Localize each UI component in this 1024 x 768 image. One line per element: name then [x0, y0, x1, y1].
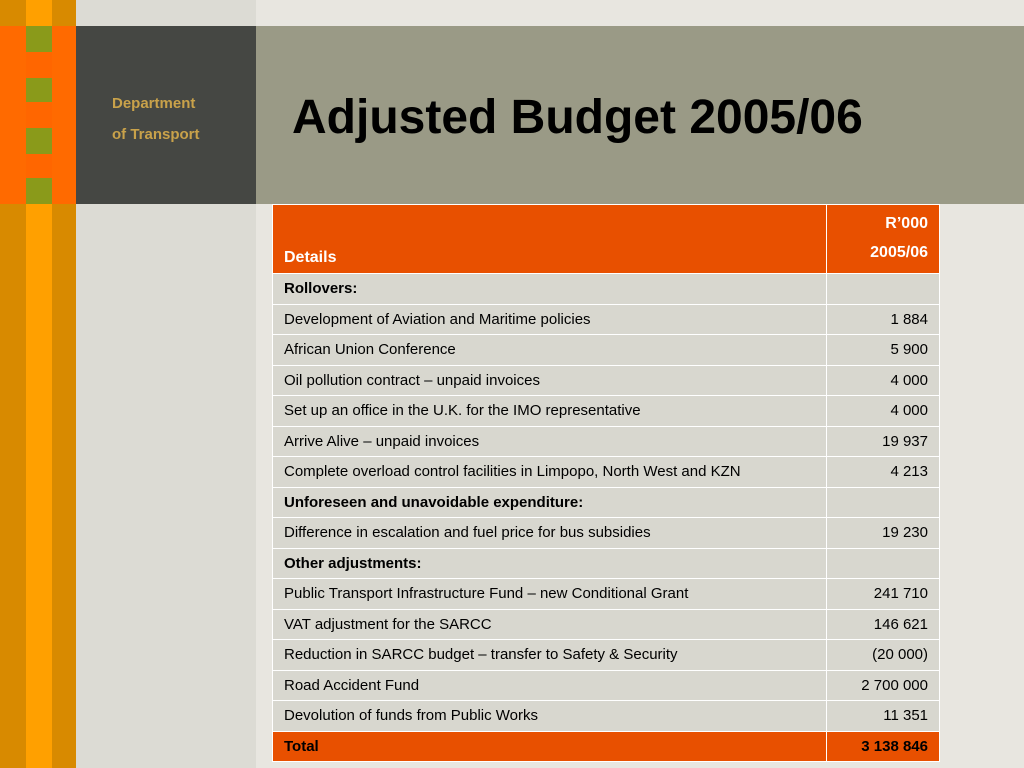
- page-title: Adjusted Budget 2005/06: [292, 91, 863, 144]
- row-label: Difference in escalation and fuel price …: [272, 517, 827, 549]
- row-value: 146 621: [826, 608, 940, 640]
- table-row: Development of Aviation and Maritime pol…: [272, 303, 940, 335]
- row-value: 4 000: [826, 395, 940, 427]
- table-row: Difference in escalation and fuel price …: [272, 517, 940, 549]
- row-value: [826, 273, 940, 305]
- table-row: Rollovers:: [272, 273, 940, 305]
- row-value: 241 710: [826, 578, 940, 610]
- table-row: Road Accident Fund 2 700 000: [272, 669, 940, 701]
- row-label: Public Transport Infrastructure Fund – n…: [272, 578, 827, 610]
- decor-square: [26, 178, 52, 204]
- table-row: Set up an office in the U.K. for the IMO…: [272, 395, 940, 427]
- row-label: Reduction in SARCC budget – transfer to …: [272, 639, 827, 671]
- row-value: 4 213: [826, 456, 940, 488]
- decor-square: [26, 128, 52, 154]
- decor-square: [26, 26, 52, 52]
- table-row: VAT adjustment for the SARCC 146 621: [272, 608, 940, 640]
- decor-square: [26, 52, 52, 78]
- decor-square: [26, 154, 52, 180]
- department-name: Department of Transport: [112, 88, 200, 150]
- decor-band-left: [0, 26, 26, 204]
- department-line-2: of Transport: [112, 126, 200, 143]
- row-value: 2 700 000: [826, 669, 940, 701]
- row-label: Other adjustments:: [272, 547, 827, 579]
- table-total-row: Total 3 138 846: [272, 730, 940, 762]
- row-value: 4 000: [826, 364, 940, 396]
- row-label: Rollovers:: [272, 273, 827, 305]
- column-header-amount-unit: R’000: [885, 215, 928, 232]
- decor-square: [26, 102, 52, 128]
- row-value: [826, 547, 940, 579]
- row-label: Devolution of funds from Public Works: [272, 700, 827, 732]
- row-label: Development of Aviation and Maritime pol…: [272, 303, 827, 335]
- table-row: Arrive Alive – unpaid invoices 19 937: [272, 425, 940, 457]
- table-row: Unforeseen and unavoidable expenditure:: [272, 486, 940, 518]
- row-value: 5 900: [826, 334, 940, 366]
- table-row: Oil pollution contract – unpaid invoices…: [272, 364, 940, 396]
- table-row: Public Transport Infrastructure Fund – n…: [272, 578, 940, 610]
- row-label: Set up an office in the U.K. for the IMO…: [272, 395, 827, 427]
- table-row: African Union Conference 5 900: [272, 334, 940, 366]
- decor-square: [26, 78, 52, 104]
- column-header-amount-year: 2005/06: [870, 244, 928, 261]
- row-label: Unforeseen and unavoidable expenditure:: [272, 486, 827, 518]
- budget-table: Details R’000 2005/06 Rollovers: Developm…: [272, 204, 940, 762]
- row-value: (20 000): [826, 639, 940, 671]
- logo-panel: [76, 26, 256, 204]
- column-header-amount: R’000 2005/06: [826, 204, 940, 274]
- row-value: 19 937: [826, 425, 940, 457]
- row-label: VAT adjustment for the SARCC: [272, 608, 827, 640]
- row-value: 11 351: [826, 700, 940, 732]
- header-band: [256, 26, 1024, 204]
- row-label: Arrive Alive – unpaid invoices: [272, 425, 827, 457]
- row-value: 19 230: [826, 517, 940, 549]
- total-value: 3 138 846: [826, 730, 940, 762]
- table-row: Reduction in SARCC budget – transfer to …: [272, 639, 940, 671]
- row-label: African Union Conference: [272, 334, 827, 366]
- department-line-1: Department: [112, 95, 196, 112]
- row-value: 1 884: [826, 303, 940, 335]
- row-label: Complete overload control facilities in …: [272, 456, 827, 488]
- row-label: Oil pollution contract – unpaid invoices: [272, 364, 827, 396]
- table-header-row: Details R’000 2005/06: [272, 204, 940, 274]
- table-row: Other adjustments:: [272, 547, 940, 579]
- decor-band-right: [52, 26, 76, 204]
- row-label: Road Accident Fund: [272, 669, 827, 701]
- table-row: Devolution of funds from Public Works 11 …: [272, 700, 940, 732]
- table-row: Complete overload control facilities in …: [272, 456, 940, 488]
- row-value: [826, 486, 940, 518]
- total-label: Total: [272, 730, 827, 762]
- column-header-details: Details: [272, 204, 827, 274]
